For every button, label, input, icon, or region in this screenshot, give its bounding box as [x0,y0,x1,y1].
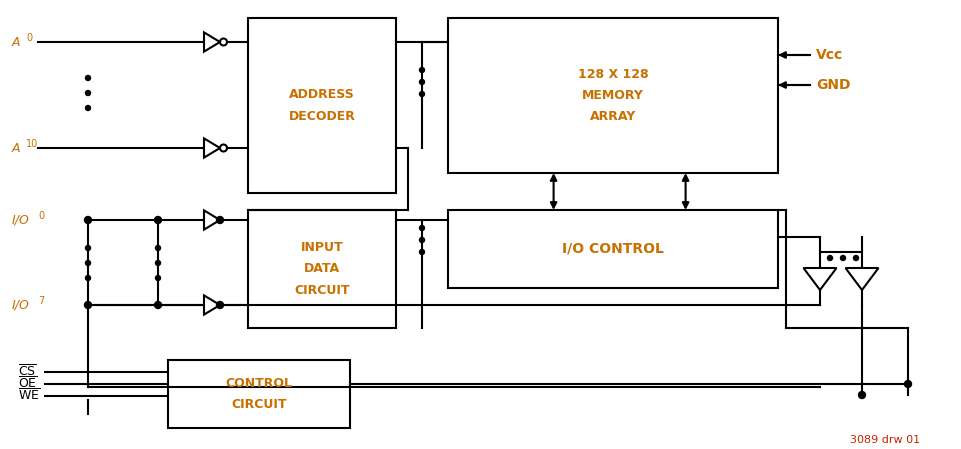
Circle shape [155,301,161,308]
Bar [248,210,396,328]
Text: CONTROL
CIRCUIT: CONTROL CIRCUIT [225,377,292,411]
Circle shape [85,216,91,224]
Circle shape [419,79,424,84]
Circle shape [156,246,160,251]
Circle shape [156,260,160,265]
Circle shape [419,92,424,97]
Circle shape [840,255,845,260]
Text: A: A [12,141,20,154]
Circle shape [86,91,90,96]
Text: A: A [12,35,20,48]
Text: 128 X 128
MEMORY
ARRAY: 128 X 128 MEMORY ARRAY [578,68,648,123]
Circle shape [903,380,911,387]
Text: $\overline{\mathrm{WE}}$: $\overline{\mathrm{WE}}$ [18,388,40,404]
Circle shape [86,246,90,251]
Circle shape [220,39,227,45]
Circle shape [86,276,90,281]
Text: I/O: I/O [12,299,30,312]
Text: 0: 0 [38,211,44,221]
Polygon shape [845,268,877,290]
Circle shape [826,255,831,260]
Text: GND: GND [815,78,850,92]
Circle shape [156,276,160,281]
Polygon shape [802,268,836,290]
Bar [448,18,777,173]
Text: I/O CONTROL: I/O CONTROL [561,242,663,256]
Polygon shape [204,138,220,158]
Polygon shape [204,32,220,52]
Text: I/O: I/O [12,214,30,226]
Polygon shape [204,295,220,315]
Text: 0: 0 [26,33,32,43]
Text: INPUT
DATA
CIRCUIT: INPUT DATA CIRCUIT [294,242,350,296]
Text: Vcc: Vcc [815,48,843,62]
Circle shape [852,255,857,260]
Text: ADDRESS
DECODER: ADDRESS DECODER [288,88,355,123]
Bar [248,18,396,193]
Bar [448,210,777,288]
Circle shape [86,75,90,80]
Text: $\overline{\mathrm{OE}}$: $\overline{\mathrm{OE}}$ [18,376,37,392]
Bar [168,360,350,428]
Circle shape [86,106,90,110]
Circle shape [419,67,424,72]
Text: 10: 10 [26,139,38,149]
Text: 3089 drw 01: 3089 drw 01 [849,435,919,445]
Text: $\overline{\mathrm{CS}}$: $\overline{\mathrm{CS}}$ [18,364,37,380]
Text: 7: 7 [38,296,44,306]
Circle shape [216,301,223,308]
Polygon shape [204,211,220,229]
Circle shape [419,225,424,230]
Circle shape [220,145,227,151]
Circle shape [419,238,424,242]
Circle shape [155,216,161,224]
Circle shape [216,216,223,224]
Circle shape [419,250,424,255]
Circle shape [85,301,91,308]
Circle shape [857,392,865,399]
Circle shape [86,260,90,265]
